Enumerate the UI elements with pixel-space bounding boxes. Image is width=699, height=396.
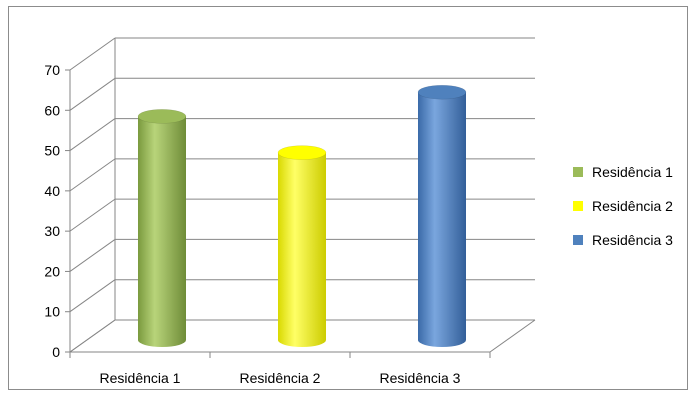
- x-tick-label: Residência 2: [240, 370, 321, 386]
- gridline-diagonal: [69, 77, 116, 111]
- y-tick-label: 60: [44, 102, 60, 118]
- gridline-diagonal: [69, 279, 116, 313]
- legend-entry: Residência 1: [592, 164, 673, 180]
- bar-top: [417, 84, 467, 100]
- bars: [137, 84, 467, 347]
- y-tick-label: 50: [44, 143, 60, 159]
- y-tick-label: 40: [44, 183, 60, 199]
- y-tick-label: 0: [52, 344, 60, 360]
- floor-right-edge: [489, 319, 536, 353]
- legend-entry: Residência 3: [592, 232, 673, 248]
- bar-body: [278, 152, 326, 347]
- legend-entry: Residência 2: [592, 198, 673, 214]
- bar-body: [418, 92, 466, 347]
- bar-top: [277, 145, 327, 160]
- gridline-diagonal: [69, 198, 116, 232]
- chart-frame: [8, 6, 688, 390]
- bar-top: [137, 109, 187, 124]
- bar: [417, 84, 467, 347]
- legend: Residência 1 Residência 2 Residência 3: [573, 164, 673, 248]
- gridline-diagonal: [69, 319, 116, 353]
- x-axis: Residência 1 Residência 2 Residência 3: [69, 352, 491, 386]
- gridline-diagonal: [69, 239, 116, 272]
- gridline-diagonal: [69, 158, 116, 192]
- legend-swatch: [573, 201, 583, 211]
- gridline-diagonal: [69, 37, 116, 71]
- x-tick-label: Residência 1: [100, 370, 181, 386]
- gridline-diagonal: [69, 118, 116, 151]
- bar: [137, 109, 187, 347]
- x-tick-label: Residência 3: [380, 370, 461, 386]
- legend-swatch: [573, 235, 583, 245]
- y-tick-label: 20: [44, 263, 60, 279]
- y-tick-label: 30: [44, 223, 60, 239]
- bar: [277, 145, 327, 347]
- y-tick-label: 10: [44, 304, 60, 320]
- legend-swatch: [573, 167, 583, 177]
- y-axis: 0 10 20 30 40 50 60 70: [44, 62, 490, 360]
- bar-body: [138, 116, 186, 347]
- y-tick-label: 70: [44, 62, 60, 78]
